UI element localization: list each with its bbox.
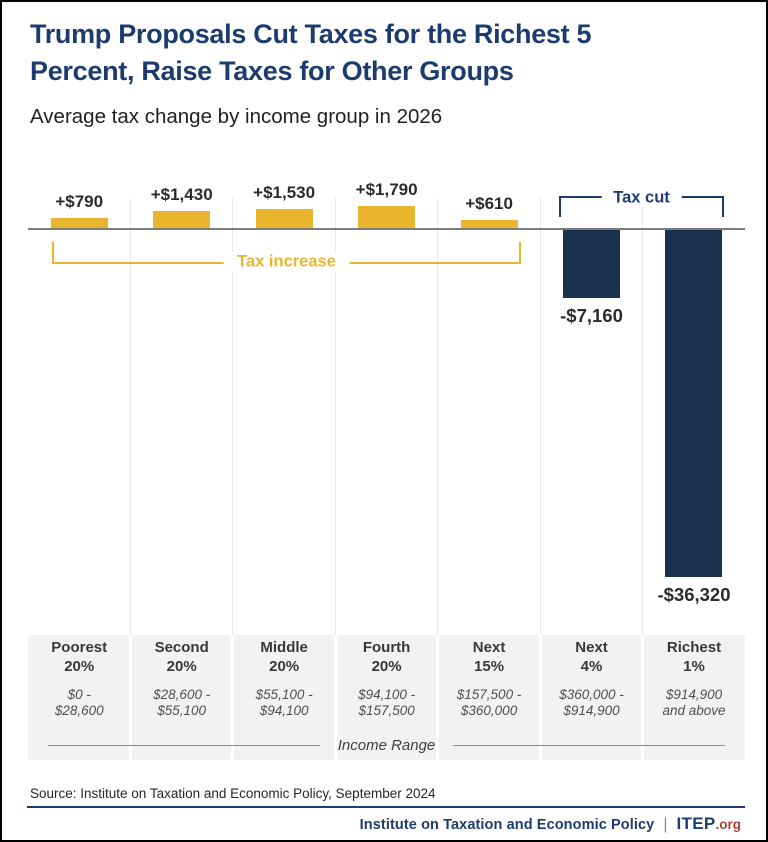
gridline [642, 198, 644, 635]
category-label-fourth-20: Fourth 20% [362, 639, 411, 675]
band-separator [538, 635, 542, 760]
bar-next-4 [563, 230, 621, 299]
left-rule [48, 745, 320, 746]
category-cell-fourth-20: Fourth 20% $94,100 - $157,500 [335, 638, 437, 719]
band-separator [641, 635, 645, 760]
itep-logo-org-suffix: .org [715, 817, 742, 832]
category-cell-next-4: Next 4% $360,000 - $914,900 [540, 638, 642, 719]
footer: Institute on Taxation and Economic Polic… [360, 814, 741, 834]
income-range-poorest-20: $0 - $28,600 [54, 687, 104, 718]
income-range-second-20: $28,600 - $55,100 [153, 687, 211, 718]
gridline [232, 198, 234, 635]
income-range-next-4: $360,000 - $914,900 [559, 687, 624, 718]
category-label-next-4: Next 4% [575, 639, 608, 675]
chart-title-line-2: Percent, Raise Taxes for Other Groups [30, 56, 514, 86]
value-label-richest-1: -$36,320 [657, 584, 731, 605]
income-range-axis-label: Income Range [337, 737, 436, 754]
tax-increase-label: Tax increase [223, 252, 350, 272]
value-label-second-20: +$1,430 [150, 184, 213, 204]
chart-title: Trump Proposals Cut Taxes for the Riches… [30, 16, 742, 90]
band-separator [128, 635, 132, 760]
bar-second-20 [153, 210, 211, 228]
bar-middle-20 [255, 209, 313, 228]
chart-title-line-1: Trump Proposals Cut Taxes for the Riches… [30, 19, 592, 49]
gridline [437, 198, 439, 635]
tax-increase-bracket: Tax increase [52, 242, 521, 272]
category-label-richest-1: Richest 1% [666, 639, 722, 675]
value-label-middle-20: +$1,530 [253, 183, 316, 203]
category-label-middle-20: Middle 20% [260, 639, 308, 675]
value-label-next-4: -$7,160 [560, 305, 623, 327]
bar-richest-1 [665, 230, 723, 577]
income-range-next-15: $157,500 - $360,000 [456, 687, 522, 718]
value-label-fourth-20: +$1,790 [355, 180, 418, 200]
category-cell-next-15: Next 15% $157,500 - $360,000 [438, 638, 540, 719]
category-label-second-20: Second 20% [154, 639, 209, 675]
chart-subtitle: Average tax change by income group in 20… [30, 105, 443, 128]
tax-cut-label: Tax cut [601, 188, 682, 208]
footer-divider [27, 806, 745, 808]
category-cell-middle-20: Middle 20% $55,100 - $94,100 [233, 638, 335, 719]
category-band [28, 635, 745, 760]
value-label-next-15: +$610 [465, 194, 513, 213]
gridline [334, 198, 336, 635]
category-cell-richest-1: Richest 1% $914,900 and above [643, 638, 745, 719]
category-label-next-15: Next 15% [472, 639, 506, 675]
category-label-poorest-20: Poorest 20% [51, 639, 108, 675]
band-separator [436, 635, 440, 760]
bar-fourth-20 [358, 206, 416, 228]
zero-axis-line [28, 228, 745, 230]
bar-poorest-20 [50, 217, 108, 228]
income-range-richest-1: $914,900 and above [662, 687, 726, 718]
gridline [129, 198, 131, 635]
income-range-fourth-20: $94,100 - $157,500 [358, 687, 416, 718]
itep-logo-text: ITEP [676, 814, 716, 833]
x-axis-label-row: Income Range [48, 737, 725, 754]
value-label-poorest-20: +$790 [55, 191, 104, 211]
category-cell-second-20: Second 20% $28,600 - $55,100 [130, 638, 232, 719]
itep-org-logo[interactable]: ITEP.org [677, 814, 742, 834]
category-cell-poorest-20: Poorest 20% $0 - $28,600 [28, 638, 130, 719]
right-rule [453, 745, 725, 746]
tax-cut-bracket: Tax cut [559, 188, 724, 217]
band-separator [333, 635, 337, 760]
band-separator [231, 635, 235, 760]
footer-org-name: Institute on Taxation and Economic Polic… [359, 817, 655, 833]
footer-separator: | [663, 816, 668, 833]
gridline [539, 198, 541, 635]
bar-next-15 [460, 220, 518, 228]
source-note: Source: Institute on Taxation and Econom… [30, 786, 436, 801]
income-range-middle-20: $55,100 - $94,100 [255, 687, 313, 718]
